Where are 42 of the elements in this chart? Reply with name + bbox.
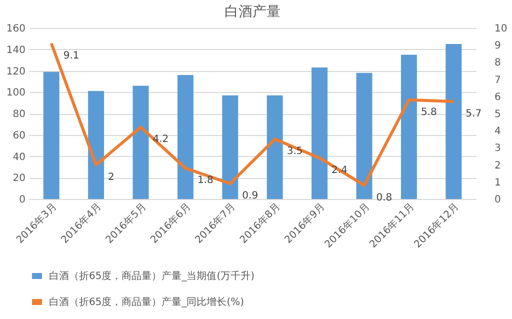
y-tick-label: 80	[12, 109, 26, 120]
line-series	[50, 42, 456, 187]
data-label: 9.1	[63, 50, 80, 62]
y2-tick-label: 2	[494, 160, 501, 172]
y2-tick-label: 8	[494, 58, 501, 69]
legend-label: 白酒（折65度，商品量）产量_同比增长(%)	[49, 296, 244, 308]
y-tick-label: 20	[12, 173, 26, 184]
y2-tick-label: 9	[494, 40, 501, 52]
y-tick-label: 100	[6, 88, 26, 99]
y2-tick-label: 6	[494, 92, 501, 103]
data-label: 3.5	[286, 146, 303, 158]
data-label: 1.8	[197, 175, 214, 186]
y2-tick-label: 0	[494, 194, 501, 206]
bar	[312, 68, 328, 199]
bar	[266, 95, 283, 199]
bar	[446, 44, 462, 199]
y2-tick-label: 4	[494, 126, 501, 138]
data-label: 0.9	[242, 190, 258, 202]
y2-tick-label: 7	[494, 74, 501, 86]
bar	[222, 95, 238, 199]
y-tick-label: 120	[6, 66, 26, 78]
y-tick-label: 160	[6, 24, 26, 34]
legend-label: 白酒（折65度，商品量）产量_当期值(万千升)	[49, 270, 255, 282]
data-label: 2	[108, 172, 114, 183]
bar	[356, 72, 372, 199]
bar	[400, 54, 417, 199]
bar	[177, 75, 194, 199]
y-tick-label: 0	[19, 194, 26, 206]
y-tick-label: 60	[12, 130, 26, 142]
y-tick-label: 140	[6, 44, 26, 56]
y2-tick-label: 10	[494, 24, 508, 34]
chart-title: 白酒产量	[224, 4, 280, 20]
y-tick-label: 40	[12, 152, 26, 163]
y2-tick-label: 1	[494, 177, 501, 188]
y2-tick-label: 3	[494, 143, 501, 154]
data-label: 5.7	[466, 108, 482, 120]
y2-tick-label: 5	[494, 109, 501, 120]
bar	[43, 72, 60, 199]
bar	[88, 91, 104, 199]
data-label: 0.8	[376, 192, 392, 204]
data-label: 5.8	[420, 106, 437, 118]
bar	[132, 86, 149, 199]
